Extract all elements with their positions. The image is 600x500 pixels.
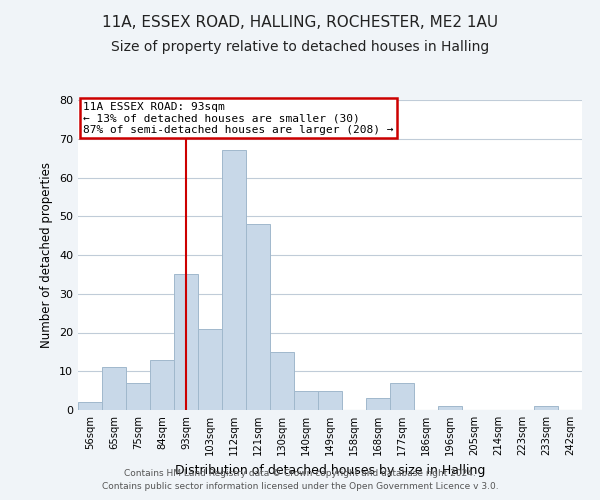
- Bar: [150, 360, 174, 410]
- Text: Contains HM Land Registry data © Crown copyright and database right 2024.: Contains HM Land Registry data © Crown c…: [124, 468, 476, 477]
- Bar: [270, 352, 294, 410]
- Y-axis label: Number of detached properties: Number of detached properties: [40, 162, 53, 348]
- Bar: [534, 406, 558, 410]
- Bar: [198, 328, 222, 410]
- Bar: [318, 390, 342, 410]
- Bar: [294, 390, 318, 410]
- Bar: [78, 402, 102, 410]
- X-axis label: Distribution of detached houses by size in Halling: Distribution of detached houses by size …: [175, 464, 485, 476]
- Bar: [366, 398, 390, 410]
- Text: 11A ESSEX ROAD: 93sqm
← 13% of detached houses are smaller (30)
87% of semi-deta: 11A ESSEX ROAD: 93sqm ← 13% of detached …: [83, 102, 394, 134]
- Bar: [390, 383, 414, 410]
- Text: Size of property relative to detached houses in Halling: Size of property relative to detached ho…: [111, 40, 489, 54]
- Bar: [246, 224, 270, 410]
- Bar: [102, 368, 126, 410]
- Bar: [438, 406, 462, 410]
- Bar: [222, 150, 246, 410]
- Bar: [174, 274, 198, 410]
- Text: Contains public sector information licensed under the Open Government Licence v : Contains public sector information licen…: [101, 482, 499, 491]
- Text: 11A, ESSEX ROAD, HALLING, ROCHESTER, ME2 1AU: 11A, ESSEX ROAD, HALLING, ROCHESTER, ME2…: [102, 15, 498, 30]
- Bar: [126, 383, 150, 410]
